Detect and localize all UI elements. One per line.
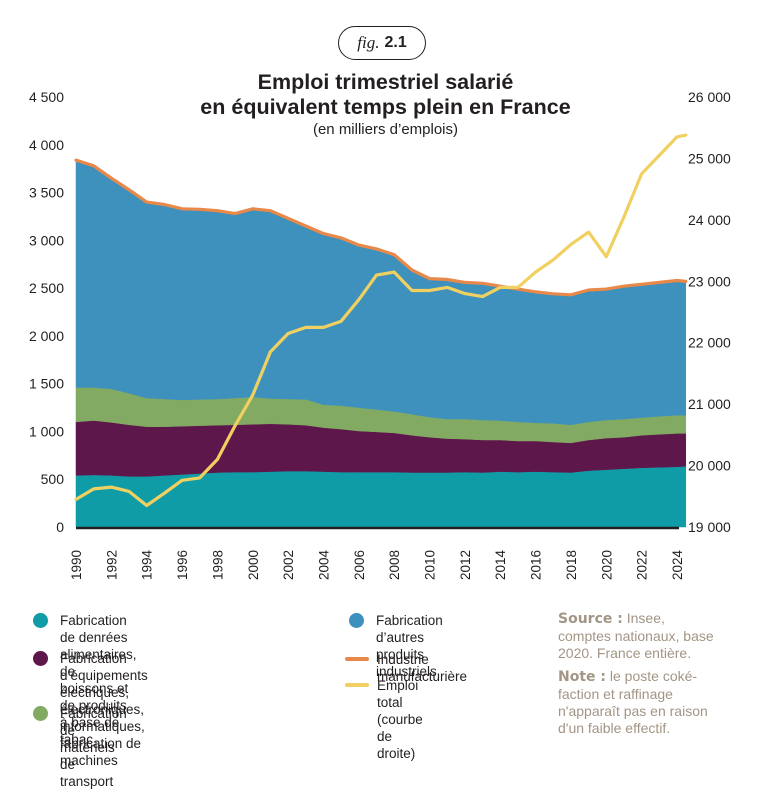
x-tick-label: 2024 — [670, 549, 685, 580]
legend-item-food: Fabrication de denrées alimentaires, de … — [33, 612, 137, 748]
note-line: n'apparaît pas en raison — [558, 703, 708, 719]
stacked-area-chart: 0 500 1 000 1 500 2 000 2 500 3 000 3 500 4 000 4… — [29, 89, 731, 580]
x-tick-label: 2018 — [564, 550, 579, 580]
x-tick-label: 2006 — [352, 550, 367, 580]
source-label: Source : — [558, 611, 623, 627]
right-tick-label: 24 000 — [688, 212, 731, 228]
note-label: Note : — [558, 669, 606, 685]
right-tick-label: 22 000 — [688, 335, 731, 351]
right-tick-label: 19 000 — [688, 519, 731, 535]
left-tick-label: 2 000 — [29, 328, 64, 344]
x-tick-label: 1994 — [140, 549, 155, 580]
right-tick-label: 25 000 — [688, 150, 731, 166]
x-tick-label: 1998 — [210, 550, 225, 580]
legend-line-icon — [345, 683, 369, 687]
legend-label: Industrie manufacturière — [377, 651, 467, 685]
source-note: Source : Insee, comptes nationaux, base … — [558, 610, 758, 743]
legend-label-line: électroniques, informatiques, — [60, 702, 145, 734]
x-tick-label: 1992 — [104, 550, 119, 580]
legend-label-line: Fabrication de denrées alimentaires, de — [60, 613, 137, 679]
x-tick-label: 2008 — [387, 550, 402, 580]
line-manufacturing-industry — [74, 158, 688, 297]
left-tick-label: 500 — [41, 471, 65, 487]
x-axis-ticks: 1990 1992 1994 1996 1998 2000 2002 2004 2006 2008… — [69, 549, 685, 580]
legend-item-other-products: Fabrication d’autres produits industriel… — [349, 612, 443, 680]
legend-label: Emploi total (courbe de droite) — [377, 677, 423, 762]
series-lines — [74, 133, 688, 508]
source-text: Source : Insee, comptes nationaux, base … — [558, 610, 758, 662]
legend-label: Fabrication de matériels de transport — [60, 705, 127, 790]
legend-label-line: Industrie manufacturière — [377, 652, 468, 684]
left-tick-label: 1 000 — [29, 423, 64, 439]
left-tick-label: 2 500 — [29, 280, 64, 296]
legend-line-icon — [345, 657, 369, 661]
left-tick-label: 3 500 — [29, 185, 64, 201]
chart-subtitle: (en milliers d’emplois) — [312, 121, 459, 138]
left-axis-ticks: 0 500 1 000 1 500 2 000 2 500 3 000 3 500 4 000 4… — [29, 89, 64, 535]
figure-number-badge: fig. 2.1 — [338, 26, 426, 60]
x-tick-label: 2022 — [635, 550, 650, 580]
note-line: le poste coké- — [606, 668, 698, 684]
left-tick-label: 0 — [56, 519, 64, 535]
chart-title-line-2: en équivalent temps plein en France — [200, 95, 571, 119]
x-tick-label: 1990 — [69, 550, 84, 580]
x-tick-label: 2020 — [599, 550, 614, 580]
note-line: faction et raffinage — [558, 686, 673, 702]
x-tick-label: 2016 — [529, 550, 544, 580]
left-tick-label: 1 500 — [29, 376, 64, 392]
legend-label-line: (courbe de droite) — [377, 712, 423, 761]
right-tick-label: 23 000 — [688, 273, 731, 289]
line-total-employment — [74, 133, 688, 508]
legend-label: Fabrication de denrées alimentaires, de … — [60, 612, 137, 748]
left-tick-label: 4 500 — [29, 89, 64, 105]
note-line: d'un faible effectif. — [558, 720, 671, 736]
source-line: 2020. France entière. — [558, 645, 692, 661]
legend-item-manufacturing: Industrie manufacturière — [345, 651, 467, 685]
right-tick-label: 21 000 — [688, 396, 731, 412]
left-tick-label: 4 000 — [29, 137, 64, 153]
legend-item-transport: Fabrication de matériels de transport — [33, 705, 127, 790]
left-tick-label: 3 000 — [29, 232, 64, 248]
legend-dot-icon — [33, 706, 48, 721]
chart-title-line-1: Emploi trimestriel salarié — [257, 70, 514, 94]
x-tick-label: 1996 — [175, 550, 190, 580]
legend-dot-icon — [349, 613, 364, 628]
legend-label-line: boissons et de produits à base de tabac — [60, 681, 129, 747]
figure-label: fig. — [357, 33, 380, 52]
x-tick-label: 2012 — [458, 550, 473, 580]
legend-label-line: Emploi total — [377, 678, 419, 710]
legend-label-line: Fabrication d’autres — [376, 613, 443, 645]
x-tick-label: 2002 — [281, 550, 296, 580]
legend-label-line: Fabrication d’équipements électriques, — [60, 651, 148, 700]
note-text: Note : le poste coké- faction et raffina… — [558, 668, 758, 737]
x-tick-label: 2004 — [316, 549, 331, 580]
source-line: Insee, — [622, 610, 665, 626]
stacked-areas — [75, 159, 687, 528]
x-tick-label: 2010 — [423, 550, 438, 580]
source-line: comptes nationaux, base — [558, 628, 714, 644]
legend-item-total-employment: Emploi total (courbe de droite) — [345, 677, 423, 762]
legend-label: Fabrication d’autres produits industriel… — [376, 612, 443, 680]
x-tick-label: 2000 — [246, 550, 261, 580]
legend-dot-icon — [33, 651, 48, 666]
legend-label-line: Fabrication de matériels de transport — [60, 706, 127, 789]
right-tick-label: 26 000 — [688, 89, 731, 105]
legend-dot-icon — [33, 613, 48, 628]
area-other-industrial-products — [75, 159, 687, 426]
right-tick-label: 20 000 — [688, 458, 731, 474]
right-axis-ticks: 19 000 20 000 21 000 22 000 23 000 24 000 25 0… — [688, 89, 731, 535]
x-tick-label: 2014 — [493, 549, 508, 580]
figure-number: 2.1 — [384, 34, 407, 51]
legend-label-line: produits industriels — [376, 647, 437, 679]
